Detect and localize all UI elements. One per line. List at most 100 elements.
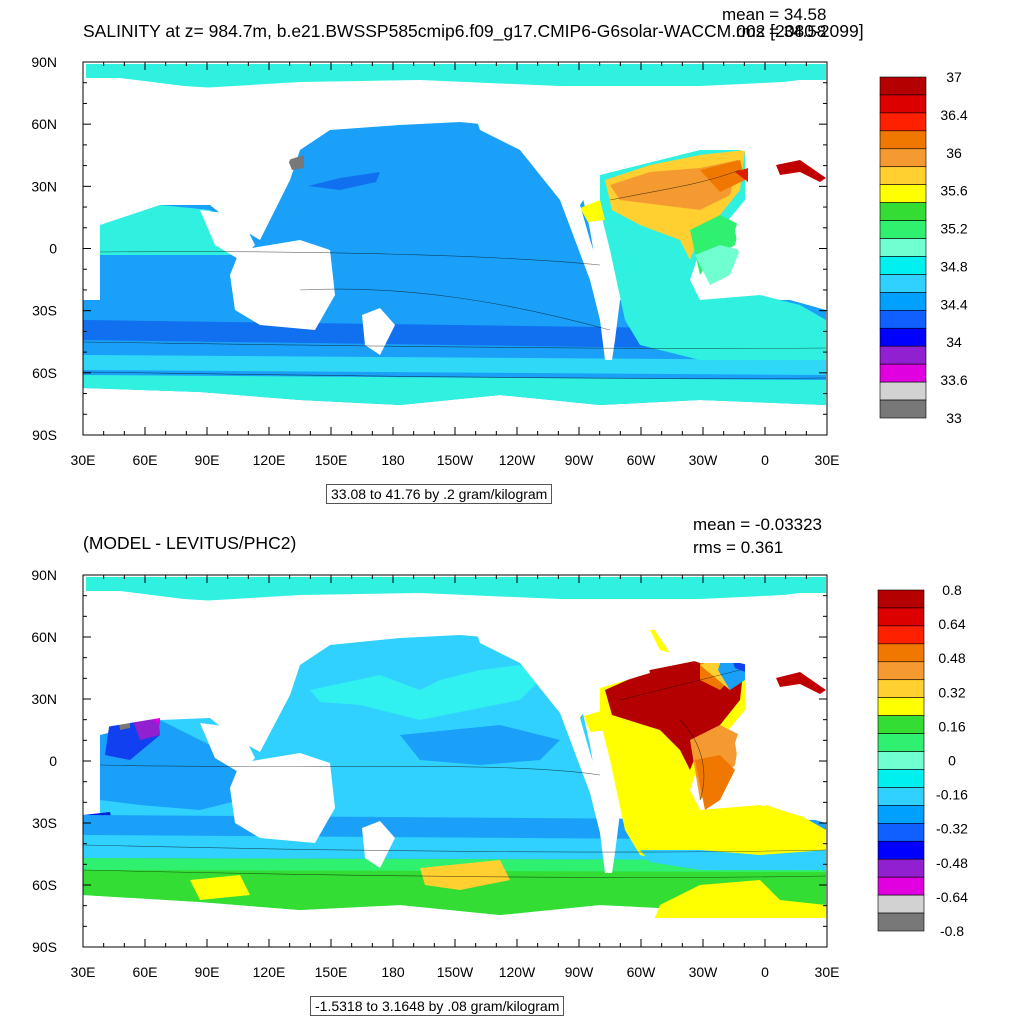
panel2-units-box: -1.5318 to 3.1648 by .08 gram/kilogram (310, 996, 565, 1016)
panel2-colorbar-swatch (877, 912, 925, 932)
panel1-colorbar-swatch (879, 238, 927, 257)
panel2-americas-land (470, 608, 650, 873)
panel2-colorbar-swatch (877, 894, 925, 914)
panel1-lon-label: 120E (253, 452, 286, 468)
panel2-colorbar-swatch (877, 840, 925, 860)
panel1-lon-label: 30E (71, 452, 96, 468)
panel2-colorbar-swatch (877, 858, 925, 878)
panel1-colorbar-swatch (879, 399, 927, 419)
panel2-lon-label: 60E (133, 964, 158, 980)
panel1-colorbar-swatch (879, 112, 927, 132)
panel2-colorbar-swatch (877, 715, 925, 734)
panel2-colorbar-label: -0.16 (936, 787, 968, 803)
panel1-colorbar-swatch (879, 94, 927, 114)
panel2-lat-label: 60N (31, 629, 57, 645)
panel1-colorbar-label: 36.4 (940, 107, 967, 123)
panel2-colorbar-swatch (877, 697, 925, 716)
panel2-colorbar-label: 0.48 (938, 650, 965, 666)
panel2-lon-label: 30W (689, 964, 719, 980)
panel1-colorbar-swatch (879, 345, 927, 365)
panel1-colorbar-swatch (879, 76, 927, 96)
panel2-lat-label: 0 (49, 753, 57, 769)
panel1-lon-label: 120W (499, 452, 536, 468)
panel2-colorbar-label: -0.48 (936, 855, 968, 871)
panel1-colorbar-label: 34.8 (940, 258, 967, 274)
panel2-lon-label: 30E (71, 964, 96, 980)
panel1-lat-label: 90N (31, 54, 57, 70)
panel2-europe-land (650, 593, 826, 673)
panel2-africa-land (735, 713, 826, 823)
panel2-lon-label: 90E (195, 964, 220, 980)
panel2-colorbar-swatch (877, 643, 925, 663)
panel1-colorbar-swatch (879, 184, 927, 203)
panel1-australia-land (230, 240, 335, 330)
panel1-colorbar: 37 36.4 36 35.6 35.2 34.8 34.4 34 33.6 33 (879, 69, 968, 426)
panel1-lon-label: 180 (381, 452, 405, 468)
panel2-colorbar-label: -0.64 (936, 889, 968, 905)
panel2-title: (MODEL - LEVITUS/PHC2) (83, 533, 297, 553)
panel1-colorbar-swatch (879, 220, 927, 239)
panel1-colorbar-swatch (879, 274, 927, 293)
panel2-australia-land (230, 753, 335, 843)
panel2-colorbar-label: 0.32 (938, 684, 965, 700)
panel2-lat-label: 60S (32, 877, 57, 893)
panel1-lon-label: 30W (689, 452, 719, 468)
panel2-colorbar-swatch (877, 876, 925, 896)
panel1-colorbar-swatch (879, 363, 927, 383)
panel2-lon-label: 120E (253, 964, 286, 980)
panel2-colorbar-swatch (877, 787, 925, 806)
panel2-colorbar-swatch (877, 751, 925, 770)
panel1-colorbar-label: 33 (946, 410, 962, 426)
panel2-lat-label: 90S (32, 939, 57, 955)
panel1-colorbar-swatch (879, 310, 927, 329)
panel1-africa-land (735, 200, 826, 310)
panel2-colorbar-label: 0.16 (938, 718, 965, 734)
panel2-antarctica-land (86, 918, 826, 947)
panel2-colorbar-swatch (877, 589, 925, 609)
panel1-colorbar-label: 34.4 (940, 296, 967, 312)
panel1-colorbar-swatch (879, 166, 927, 185)
panel1-colorbar-label: 33.6 (940, 372, 967, 388)
panel2-lon-label: 90W (565, 964, 595, 980)
panel1-title: SALINITY at z= 984.7m, b.e21.BWSSP585cmi… (83, 21, 864, 41)
panel1-antarctica-land (86, 405, 826, 435)
panel2-mean: mean = -0.03323 (693, 515, 823, 534)
panel1-lat-label: 30S (32, 303, 57, 319)
panel1-asia-land (83, 80, 330, 230)
panel1-lon-label: 0 (761, 452, 769, 468)
panel1-colorbar-swatch (879, 148, 927, 168)
panel1-americas-land (470, 95, 650, 360)
panel1-rms: rms = 34.58 (736, 22, 827, 41)
panel1-lon-label: 60W (627, 452, 657, 468)
panel1-colorbar-label: 35.2 (940, 221, 967, 237)
panel1-lat-label: 0 (49, 241, 57, 257)
panel2-colorbar-swatch (877, 661, 925, 681)
panel1-lat-label: 30N (31, 178, 57, 194)
panel2-colorbar-swatch (877, 769, 925, 788)
panel2-lon-label: 120W (499, 964, 536, 980)
panel1-units-box: 33.08 to 41.76 by .2 gram/kilogram (326, 484, 553, 504)
panel2-colorbar-swatch (877, 733, 925, 752)
panel1-colorbar-swatch (879, 292, 927, 311)
panel2-lat-label: 30N (31, 691, 57, 707)
panel2-lon-label: 60W (627, 964, 657, 980)
panel2-colorbar-label: -0.8 (940, 923, 964, 939)
panel2-colorbar-label: 0.8 (942, 582, 962, 598)
panel2-lat-label: 90N (31, 567, 57, 583)
panel1-lon-label: 60E (133, 452, 158, 468)
panel1-lat-label: 60S (32, 365, 57, 381)
panel1-lon-label: 30E (815, 452, 840, 468)
panel2-lon-label: 150W (437, 964, 474, 980)
panel2-rms: rms = 0.361 (693, 538, 784, 557)
panel2-map (83, 575, 827, 947)
panel1-colorbar-swatch (879, 256, 927, 275)
panel2-colorbar-swatch (877, 823, 925, 842)
panel1-lat-label: 90S (32, 427, 57, 443)
panel2-colorbar-swatch (877, 607, 925, 627)
panel2-asia-land (83, 593, 330, 743)
panel1-colorbar-label: 35.6 (940, 183, 967, 199)
panel2-colorbar-label: 0.64 (938, 616, 965, 632)
panel1-lon-label: 90E (195, 452, 220, 468)
panel1-colorbar-swatch (879, 202, 927, 221)
